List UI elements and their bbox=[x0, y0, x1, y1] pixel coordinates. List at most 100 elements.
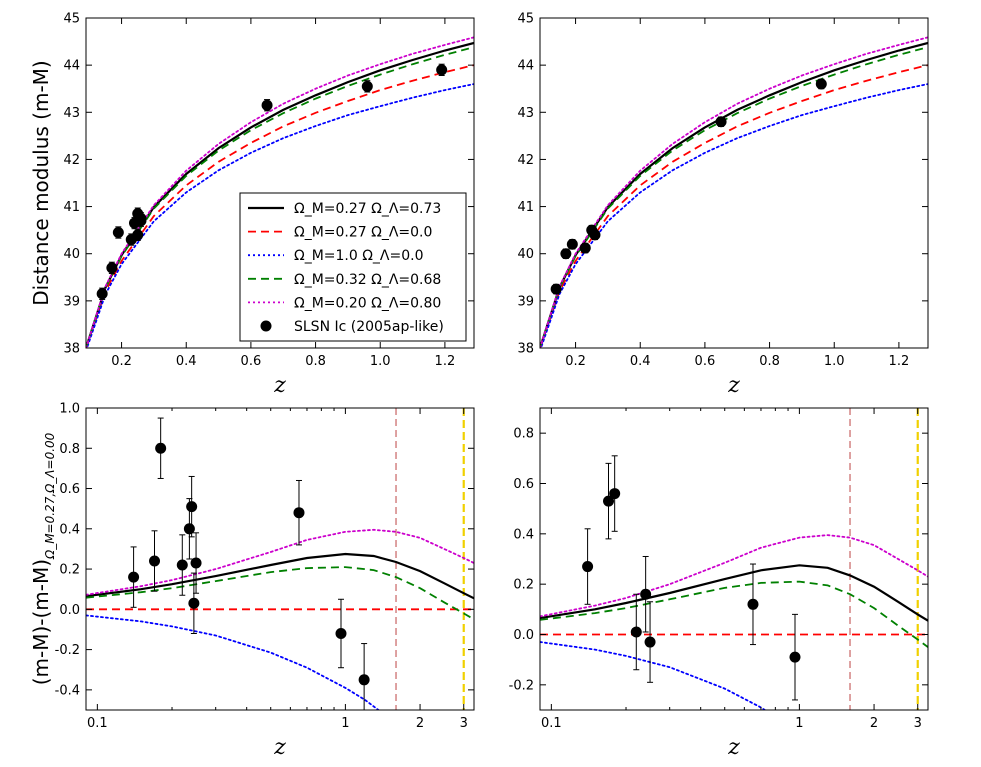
legend-label: Ω_M=0.32 Ω_Λ=0.68 bbox=[294, 272, 441, 288]
data-point bbox=[560, 248, 572, 260]
y-tick-label: -0.2 bbox=[509, 678, 534, 693]
data-point bbox=[609, 488, 621, 500]
series-line-4 bbox=[86, 566, 474, 621]
series-line-2 bbox=[86, 64, 474, 348]
x-tick-label: 0.1 bbox=[87, 716, 108, 731]
legend: Ω_M=0.27 Ω_Λ=0.73 Ω_M=0.27 Ω_Λ=0.0 Ω_M=1.0… bbox=[239, 192, 467, 342]
series-line-3 bbox=[86, 614, 380, 710]
x-tick-label: 0.1 bbox=[541, 716, 562, 731]
y-tick-label: 0.0 bbox=[513, 628, 534, 643]
y-tick-label: 43 bbox=[63, 106, 80, 121]
x-tick-label: 2 bbox=[416, 716, 424, 731]
y-tick-label: 0.2 bbox=[513, 578, 534, 593]
y-tick-label: 0.2 bbox=[59, 563, 80, 578]
series-line-5 bbox=[86, 528, 474, 596]
data-point bbox=[106, 262, 118, 274]
x-tick-label: 0.6 bbox=[241, 354, 262, 369]
y-tick-label: -0.4 bbox=[55, 683, 80, 698]
legend-marker bbox=[260, 320, 272, 332]
panel-1: 0.2 0.4 0.6 0.8 1.0 1.2 38 39 40 41 42 43 44 45 z Dista… bbox=[29, 12, 475, 398]
y-tick-label: 45 bbox=[63, 12, 80, 27]
x-tick-label: 0.6 bbox=[695, 354, 716, 369]
data-point bbox=[566, 238, 578, 250]
series-line-5 bbox=[86, 36, 474, 348]
data-point bbox=[128, 571, 140, 583]
y-axis-label: (m-M)-(m-M)Ω_M=0.27,Ω_Λ=0.00 bbox=[29, 432, 57, 685]
data-point bbox=[589, 229, 601, 241]
legend-label: Ω_M=0.20 Ω_Λ=0.80 bbox=[294, 295, 441, 311]
data-point bbox=[579, 242, 591, 254]
data-point bbox=[644, 636, 656, 648]
series-line-4 bbox=[86, 46, 474, 348]
x-axis-label: z bbox=[273, 735, 286, 760]
legend-label: SLSN Ic (2005ap-like) bbox=[294, 319, 444, 335]
panel-4: 0.1 1 2 3 -0.2 0.0 0.2 0.4 0.6 0.8 z bbox=[509, 407, 929, 760]
legend-box bbox=[239, 192, 467, 342]
x-axis-label: z bbox=[727, 373, 740, 398]
data-point bbox=[640, 588, 652, 600]
x-tick-label: 1 bbox=[341, 716, 349, 731]
data-point bbox=[190, 557, 202, 569]
data-point bbox=[135, 212, 147, 224]
y-tick-label: 42 bbox=[63, 153, 80, 168]
data-point bbox=[603, 495, 615, 507]
y-tick-label: 0.8 bbox=[59, 442, 80, 457]
series-line-2 bbox=[540, 64, 928, 348]
series-line-3 bbox=[540, 83, 928, 348]
data-point bbox=[361, 80, 373, 92]
y-tick-label: 0.8 bbox=[513, 427, 534, 442]
y-tick-label: 39 bbox=[517, 294, 534, 309]
x-tick-label: 1 bbox=[795, 716, 803, 731]
series-line-3 bbox=[540, 641, 767, 710]
y-tick-label: 41 bbox=[63, 200, 80, 215]
data-point bbox=[582, 561, 594, 573]
x-tick-label: 1.2 bbox=[435, 354, 456, 369]
y-tick-label: 43 bbox=[517, 106, 534, 121]
y-tick-label: 44 bbox=[63, 59, 80, 74]
x-tick-label: 0.2 bbox=[111, 354, 132, 369]
series-line-3 bbox=[86, 83, 474, 348]
x-tick-label: 0.4 bbox=[630, 354, 651, 369]
x-tick-label: 2 bbox=[870, 716, 878, 731]
y-tick-label: 38 bbox=[63, 342, 80, 357]
plot-frame bbox=[539, 17, 929, 349]
y-tick-label: 1.0 bbox=[59, 402, 80, 417]
data-point bbox=[747, 598, 759, 610]
y-tick-label: 0.0 bbox=[59, 603, 80, 618]
data-point bbox=[155, 442, 167, 454]
legend-label: Ω_M=0.27 Ω_Λ=0.0 bbox=[294, 225, 432, 241]
y-tick-label: 0.4 bbox=[59, 522, 80, 537]
series-line-5 bbox=[540, 36, 928, 348]
data-point bbox=[550, 283, 562, 295]
y-tick-label: 44 bbox=[517, 59, 534, 74]
data-point bbox=[261, 99, 273, 111]
x-tick-label: 0.2 bbox=[565, 354, 586, 369]
data-point bbox=[293, 507, 305, 519]
y-tick-label: 39 bbox=[63, 294, 80, 309]
plot-frame bbox=[539, 407, 929, 711]
legend-label: Ω_M=0.27 Ω_Λ=0.73 bbox=[294, 201, 441, 217]
y-tick-label: 40 bbox=[517, 247, 534, 262]
y-tick-label: 41 bbox=[517, 200, 534, 215]
data-point bbox=[96, 288, 108, 300]
data-point bbox=[335, 627, 347, 639]
x-tick-label: 3 bbox=[914, 716, 922, 731]
x-axis-label: z bbox=[273, 373, 286, 398]
y-tick-label: 42 bbox=[517, 153, 534, 168]
y-tick-label: 0.6 bbox=[513, 477, 534, 492]
panel-2: 0.2 0.4 0.6 0.8 1.0 1.2 38 39 40 41 42 43 44 45 z bbox=[517, 12, 929, 398]
data-point bbox=[149, 555, 161, 567]
panel-3: 0.1 1 2 3 -0.4 -0.2 0.0 0.2 0.4 0.6 0.8 1.0 z (m-M)-(… bbox=[29, 402, 475, 760]
series-line-1 bbox=[540, 564, 928, 622]
y-tick-label: 40 bbox=[63, 247, 80, 262]
series-line-5 bbox=[540, 534, 928, 618]
data-point bbox=[176, 559, 188, 571]
data-point bbox=[112, 227, 124, 238]
y-tick-label: -0.2 bbox=[55, 643, 80, 658]
plot-frame bbox=[85, 17, 475, 349]
x-tick-label: 0.8 bbox=[759, 354, 780, 369]
x-tick-label: 1.0 bbox=[824, 354, 845, 369]
x-axis-label: z bbox=[727, 735, 740, 760]
series-line-1 bbox=[86, 552, 474, 600]
